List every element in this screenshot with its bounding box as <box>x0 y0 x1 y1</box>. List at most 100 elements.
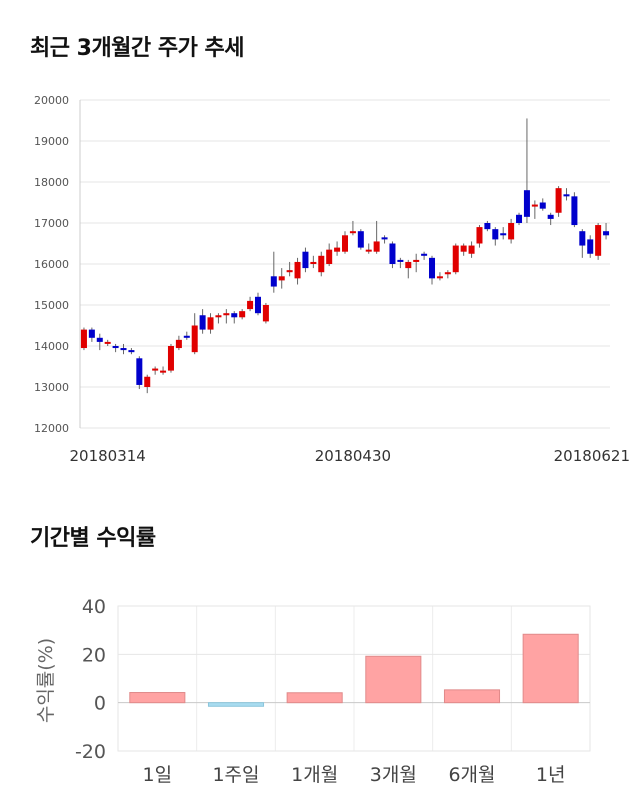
return-bar <box>129 692 186 704</box>
candle-down <box>500 233 507 236</box>
candle-up <box>365 249 372 252</box>
y-tick-label: 15000 <box>34 299 69 312</box>
candle-up <box>286 270 293 273</box>
candle-down <box>270 276 277 287</box>
candle-up <box>167 346 174 371</box>
candle-down <box>571 196 578 226</box>
x-tick-label: 20180314 <box>70 447 146 465</box>
candle-down <box>421 253 428 256</box>
y-tick-label: 14000 <box>34 340 69 353</box>
candle-down <box>128 350 135 353</box>
candle-up <box>413 259 420 262</box>
x-category-label: 6개월 <box>448 764 495 786</box>
candle-up <box>334 247 341 252</box>
candle-up <box>144 376 151 387</box>
candle-down <box>523 190 530 217</box>
y-tick-label: 20000 <box>34 94 69 107</box>
candle-up <box>278 276 285 281</box>
y-tick-label: 16000 <box>34 258 69 271</box>
candle-down <box>96 337 103 342</box>
candle-up <box>294 261 301 279</box>
candle-up <box>262 305 269 322</box>
candle-up <box>104 341 111 344</box>
candle-up <box>160 370 167 373</box>
candle-up <box>508 223 515 240</box>
y-tick-label: 19000 <box>34 135 69 148</box>
candle-up <box>191 325 198 353</box>
candle-up <box>460 245 467 252</box>
candle-down <box>381 237 388 240</box>
candle-up <box>310 261 317 264</box>
return-bar <box>365 655 422 704</box>
candle-down <box>484 223 491 230</box>
candle-down <box>492 229 499 240</box>
candle-up <box>247 300 254 310</box>
period-return-title: 기간별 수익률 <box>30 526 156 551</box>
candle-down <box>302 251 309 269</box>
candle-down <box>397 259 404 262</box>
candle-up <box>452 245 459 273</box>
candle-down <box>136 358 143 385</box>
candle-down <box>231 313 238 318</box>
return-bar <box>443 689 501 704</box>
x-category-label: 1개월 <box>291 764 338 786</box>
candle-up <box>436 276 443 279</box>
x-category-label: 3개월 <box>370 764 417 786</box>
candle-up <box>444 272 451 275</box>
candle-up <box>80 329 87 349</box>
candle-up <box>349 231 356 234</box>
candle-down <box>429 257 436 279</box>
candle-down <box>112 346 119 349</box>
candle-down <box>357 231 364 248</box>
y-tick-label: 40 <box>82 596 106 618</box>
return-bar <box>522 633 579 704</box>
y-tick-label: 17000 <box>34 217 69 230</box>
candle-down <box>199 315 206 330</box>
candle-up <box>326 249 333 264</box>
price-trend-title: 최근 3개월간 주가 추세 <box>30 36 244 61</box>
candle-up <box>341 235 349 252</box>
candle-down <box>254 296 261 314</box>
y-tick-label: 20 <box>82 644 106 666</box>
candle-down <box>563 194 570 197</box>
candle-up <box>239 311 246 318</box>
x-tick-label: 20180621 <box>554 447 630 465</box>
x-category-label: 1년 <box>536 764 566 786</box>
return-bar <box>207 702 265 707</box>
candle-down <box>603 231 610 236</box>
candle-down <box>516 214 523 223</box>
candle-up <box>468 245 475 254</box>
candle-up <box>318 255 325 273</box>
candle-up <box>215 315 222 318</box>
candle-down <box>88 329 95 338</box>
y-tick-label: 13000 <box>34 381 69 394</box>
candle-up <box>175 339 182 349</box>
candle-up <box>555 188 562 213</box>
return-bar <box>286 692 343 704</box>
x-category-label: 1일 <box>143 764 173 786</box>
candle-up <box>373 241 380 252</box>
candle-up <box>531 204 538 207</box>
candle-up <box>405 261 412 269</box>
candle-down <box>539 202 546 209</box>
y-axis-label: 수익률(%) <box>35 638 57 723</box>
x-category-label: 1주일 <box>212 764 259 786</box>
y-tick-label: 18000 <box>34 176 69 189</box>
y-tick-label: 12000 <box>34 422 69 435</box>
candle-down <box>120 348 127 351</box>
candle-down <box>183 335 190 338</box>
y-tick-label: -20 <box>75 741 106 763</box>
y-tick-label: 0 <box>94 693 106 715</box>
candle-up <box>223 313 230 316</box>
x-tick-label: 20180430 <box>315 447 391 465</box>
candle-up <box>207 317 214 330</box>
candle-down <box>389 243 396 264</box>
candle-up <box>476 227 483 244</box>
candle-down <box>587 239 594 254</box>
candle-down <box>547 214 554 219</box>
price-trend-chart: 12000 13000 14000 15000 16000 17000 18000 19000… <box>34 94 630 465</box>
candle-down <box>579 231 586 246</box>
candle-up <box>152 368 159 371</box>
candle-up <box>595 225 602 256</box>
